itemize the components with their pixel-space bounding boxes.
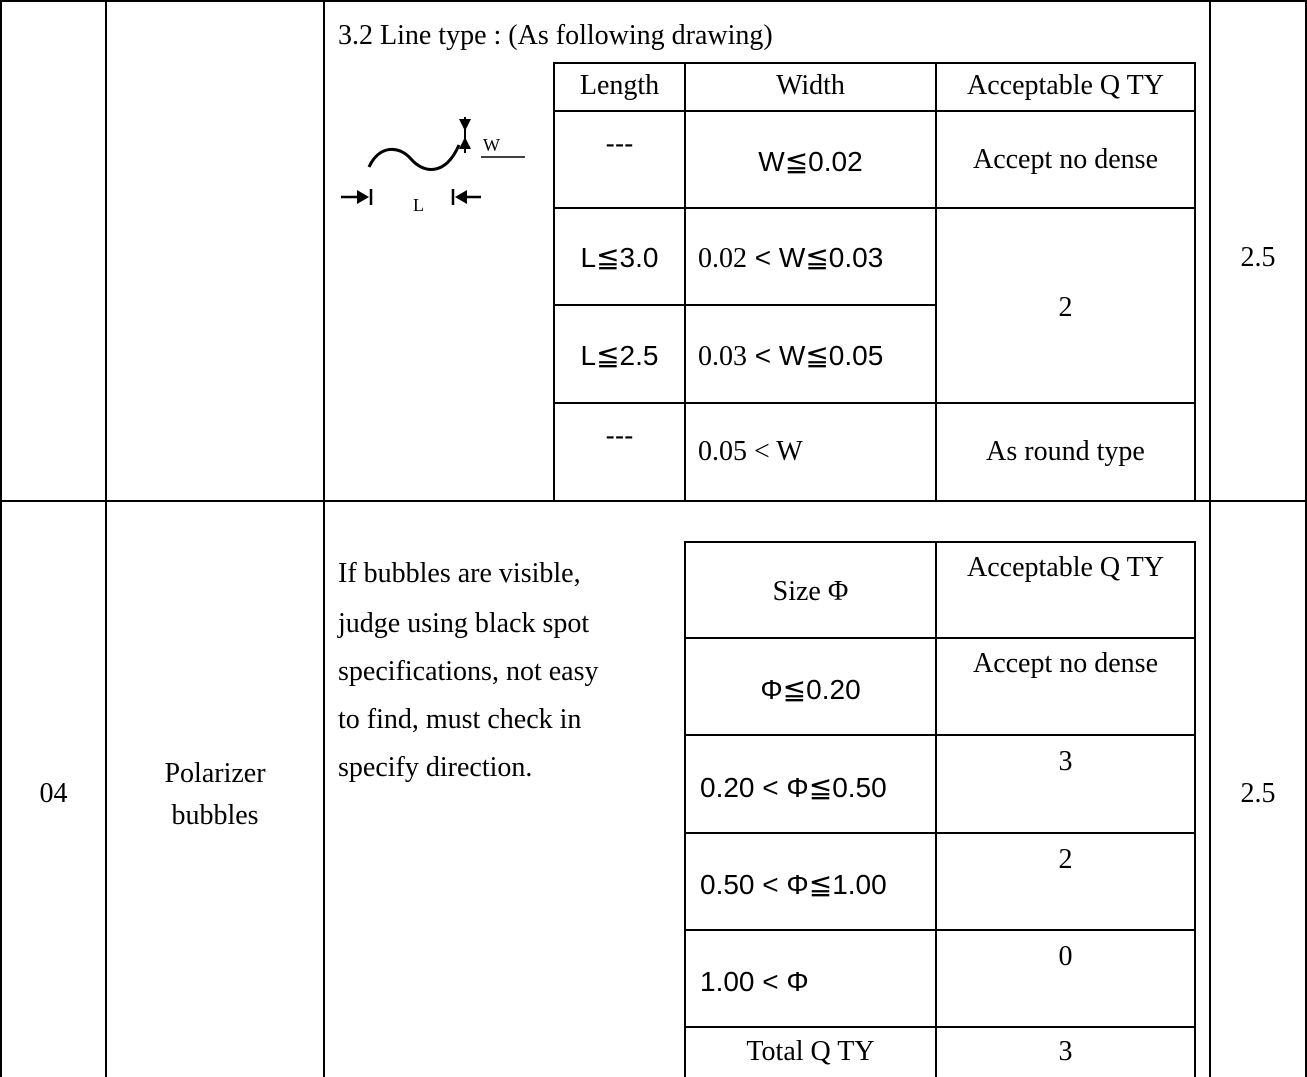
wavy-line-shape [367, 144, 461, 171]
description-line: specifications, not easy [338, 656, 599, 687]
size-row2: 0.20 < Φ≦0.50 [700, 772, 887, 803]
description-line: judge using black spot [338, 608, 590, 639]
description-line: to find, must check in [338, 704, 582, 735]
bt-table-top [684, 541, 1196, 543]
qty-row1: Accept no dense [972, 648, 1159, 679]
lt-table-top [553, 62, 1196, 64]
diagram-label-l: L [413, 195, 424, 215]
row3-length: L≦2.5 [580, 340, 659, 371]
item-name-line1: Polarizer [164, 758, 266, 789]
bt-table-right [1194, 541, 1196, 1077]
row4-width: 0.05 < W [698, 436, 803, 467]
description-line: If bubbles are visible, [338, 558, 581, 589]
lt-table-h2 [553, 207, 1196, 209]
bt-table-h3 [684, 832, 1196, 834]
qty-row2: 3 [1058, 746, 1073, 777]
size-row1: Φ≦0.20 [760, 674, 861, 705]
bt-table-col1 [935, 541, 937, 1077]
lt-table-h3 [553, 304, 936, 306]
row1-width: W≦0.02 [758, 146, 863, 177]
bt-table-left [684, 541, 686, 1077]
frame-row-divider [0, 500, 1307, 502]
frame-right-border [1305, 0, 1307, 1077]
item-name-line2: bubbles [171, 800, 259, 831]
size-row3: 0.50 < Φ≦1.00 [700, 869, 887, 900]
frame-top-border [0, 0, 1307, 2]
row2-width: 0.02 < W≦0.03 [698, 242, 884, 274]
lt-table-right [1194, 62, 1196, 500]
item-number: 04 [39, 778, 68, 809]
row2-length: L≦3.0 [580, 242, 659, 273]
width-arrow-icon [459, 117, 471, 153]
bt-table-h2 [684, 734, 1196, 736]
row1-qty: Accept no dense [972, 144, 1159, 175]
bt-table-h1 [684, 637, 1196, 639]
total-qty-label: Total Q TY [746, 1036, 875, 1067]
description-line: specify direction. [338, 752, 533, 783]
frame-left-border [0, 0, 2, 1077]
lt-table-h4 [553, 402, 1196, 404]
frame-col2-border [323, 0, 325, 1077]
lt-table-col1 [684, 62, 686, 500]
row4-length: --- [605, 420, 634, 451]
total-qty-value: 3 [1058, 1036, 1073, 1067]
line-type-diagram: W L [341, 117, 525, 215]
row1-length: --- [605, 128, 634, 159]
header-acceptable-qty: Acceptable Q TY [967, 70, 1164, 101]
section-heading: 3.2 Line type : (As following drawing) [338, 20, 773, 51]
row4-qty: As round type [986, 436, 1145, 467]
qty-row3: 2 [1058, 844, 1073, 875]
qty-row4: 0 [1058, 941, 1073, 972]
diagram-label-w: W [483, 135, 500, 155]
item-score: 2.5 [1240, 778, 1276, 809]
length-arrow-left-icon [341, 189, 373, 205]
frame-col1-border [105, 0, 107, 1077]
header-width: Width [776, 70, 845, 101]
row3-width: 0.03 < W≦0.05 [698, 340, 884, 372]
line-type-score: 2.5 [1240, 242, 1276, 273]
lt-table-left [553, 62, 555, 500]
frame-col3-border [1209, 0, 1211, 1077]
size-row4: 1.00 < Φ [700, 966, 809, 997]
header-acceptable-qty: Acceptable Q TY [967, 552, 1164, 583]
bt-table-h4 [684, 929, 1196, 931]
header-size: Size Φ [772, 576, 849, 607]
lt-table-h1 [553, 110, 1196, 112]
bt-table-h5 [684, 1026, 1196, 1028]
header-length: Length [579, 70, 660, 101]
length-arrow-right-icon [451, 189, 481, 205]
merged-qty-value: 2 [1058, 292, 1073, 323]
lt-table-col2 [935, 62, 937, 500]
